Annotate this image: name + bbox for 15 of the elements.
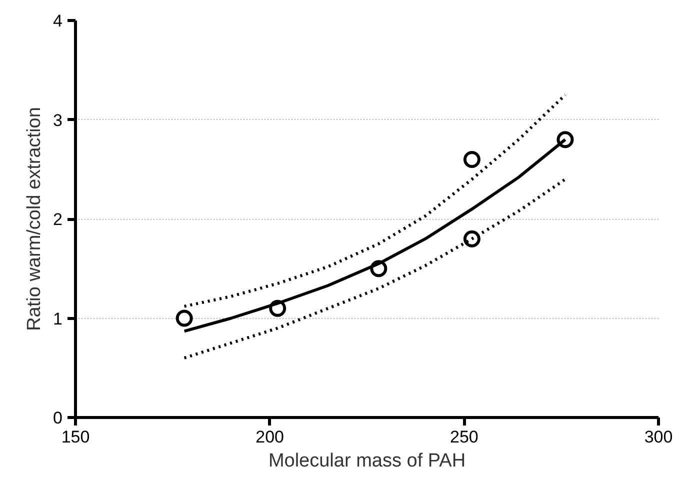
y-tick-label: 2 <box>53 210 63 229</box>
y-tick-label: 1 <box>53 309 63 328</box>
x-axis-title: Molecular mass of PAH <box>268 450 466 472</box>
y-tick-label: 4 <box>53 12 63 30</box>
y-axis-title: Ratio warm/cold extraction <box>24 107 46 331</box>
y-tick-label: 0 <box>53 408 63 428</box>
line-series <box>182 93 567 308</box>
point <box>176 310 193 327</box>
x-tick-label: 200 <box>256 428 284 446</box>
x-tick-label: 250 <box>450 428 478 446</box>
line-series <box>182 178 567 360</box>
y-tick-label: 3 <box>53 110 63 130</box>
x-tick-label: 150 <box>61 428 90 446</box>
x-tick-label: 300 <box>644 428 673 446</box>
point <box>463 150 480 168</box>
